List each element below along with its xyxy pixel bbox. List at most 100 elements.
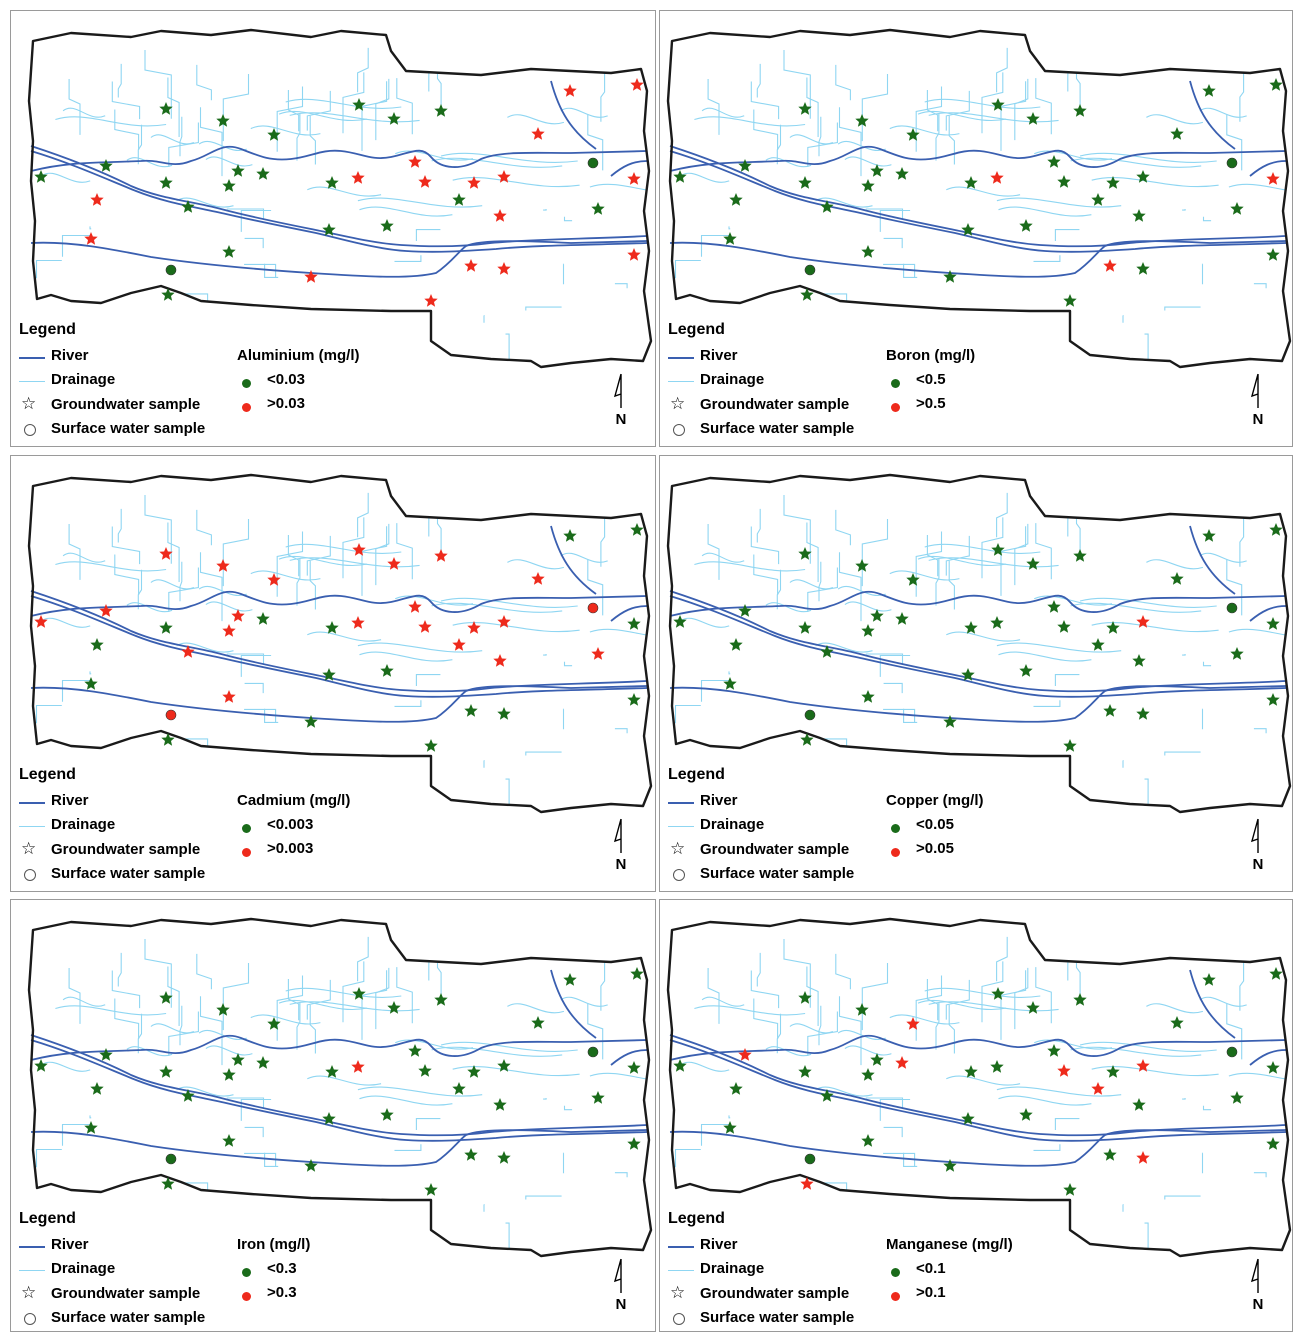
groundwater-sample-star — [627, 617, 641, 630]
map-svg: N — [666, 28, 1292, 427]
north-arrow-icon: N — [613, 373, 626, 427]
groundwater-sample-star — [991, 543, 1005, 556]
groundwater-sample-star — [531, 572, 545, 585]
drainage-line — [783, 495, 811, 564]
drainage-line — [111, 81, 141, 120]
river-legend-line — [19, 1246, 45, 1248]
groundwater-sample-star — [630, 78, 644, 91]
drainage-line — [783, 939, 811, 1008]
groundwater-sample-star — [408, 1044, 422, 1057]
river-line — [30, 150, 648, 253]
groundwater-sample-star — [1026, 557, 1040, 570]
groundwater-sample-star — [256, 167, 270, 180]
surface-water-sample-dot — [1226, 157, 1238, 169]
groundwater-sample-star — [1026, 112, 1040, 125]
drainage-line — [375, 967, 390, 1030]
drainage-line — [507, 1003, 565, 1014]
groundwater-sample-star — [861, 690, 875, 703]
drainage-line — [226, 653, 265, 665]
drainage-line — [883, 263, 916, 278]
drainage-line — [396, 967, 413, 1024]
groundwater-sample-star — [1047, 1044, 1061, 1057]
drainage-line — [694, 116, 806, 127]
river-line — [30, 240, 648, 278]
groundwater-sample-star — [630, 523, 644, 536]
groundwater-sample-star — [1063, 1183, 1077, 1196]
drainage-line — [226, 1097, 265, 1109]
drainage-line — [296, 558, 301, 606]
groundwater-sample-star — [943, 715, 957, 728]
parameter-title: Copper (mg/l) — [886, 792, 984, 809]
drainage-line — [844, 1045, 892, 1056]
drainage-line — [1035, 78, 1052, 135]
groundwater-sample-star — [351, 616, 365, 629]
drainage-line — [1146, 1003, 1204, 1014]
groundwater-sample-star — [855, 559, 869, 572]
groundwater-sample-star — [895, 1056, 909, 1069]
surface-legend-label: Surface water sample — [51, 420, 206, 437]
drainage-line — [915, 86, 943, 152]
groundwater-sample-star — [1019, 1108, 1033, 1121]
drainage-line — [285, 987, 402, 998]
drainage-line — [266, 337, 292, 344]
drainage-line — [436, 503, 442, 554]
drainage-line — [680, 1061, 730, 1072]
drainage-line — [750, 526, 780, 565]
drainage-line — [1035, 967, 1052, 1024]
drainage-line — [1054, 229, 1080, 241]
drainage-line — [410, 755, 416, 768]
groundwater-sample-star — [820, 200, 834, 213]
surface-circle-icon — [673, 1313, 685, 1325]
drainage-line — [357, 936, 369, 982]
drainage-line — [815, 293, 848, 327]
river-line — [669, 595, 1287, 698]
drainage-line — [865, 1097, 904, 1109]
drainage-line — [883, 1152, 916, 1167]
below-threshold-label: <0.03 — [267, 371, 305, 388]
groundwater-sample-star — [497, 170, 511, 183]
river-line — [550, 969, 597, 1039]
above-threshold-label: >0.003 — [267, 840, 314, 857]
drainage-line — [276, 531, 304, 597]
river-line — [1249, 1049, 1287, 1066]
drainage-line — [361, 81, 388, 151]
groundwater-sample-star — [1170, 1016, 1184, 1029]
drainage-line — [674, 259, 701, 279]
drainage-line — [776, 1013, 782, 1054]
drainage-line — [410, 1199, 416, 1212]
drainage-line — [167, 966, 180, 1026]
drainage-line — [162, 1198, 179, 1229]
river-line — [1249, 160, 1287, 177]
groundwater-sample-star — [673, 170, 687, 183]
groundwater-sample-star — [434, 104, 448, 117]
drainage-line — [316, 337, 330, 346]
drainage-line — [394, 1039, 474, 1050]
drainage-line — [753, 109, 779, 150]
drainage-line — [137, 569, 143, 610]
drainage-line — [167, 522, 180, 582]
groundwater-sample-star — [380, 664, 394, 677]
groundwater-sample-star — [627, 172, 641, 185]
drainage-line — [889, 570, 960, 581]
groundwater-sample-star — [452, 1082, 466, 1095]
drainage-line — [1253, 728, 1267, 734]
drainage-line — [1049, 1199, 1055, 1212]
drainage-line — [818, 116, 822, 157]
drainage-line — [996, 197, 1122, 208]
drainage-line — [150, 134, 195, 145]
groundwater-sample-star — [222, 690, 236, 703]
groundwater-sample-star — [408, 155, 422, 168]
groundwater-sample-star — [723, 232, 737, 245]
map-svg: N — [27, 28, 653, 427]
groundwater-sample-star — [387, 557, 401, 570]
drainage-line — [948, 560, 955, 610]
drainage-line — [198, 585, 247, 596]
drainage-line — [1033, 595, 1113, 606]
groundwater-sample-star — [90, 193, 104, 206]
drainage-line — [440, 1041, 578, 1052]
groundwater-sample-star — [1019, 219, 1033, 232]
drainage-line — [750, 970, 780, 1009]
groundwater-sample-star — [906, 1017, 920, 1030]
drainage-line — [838, 107, 862, 177]
groundwater-sample-star — [630, 967, 644, 980]
